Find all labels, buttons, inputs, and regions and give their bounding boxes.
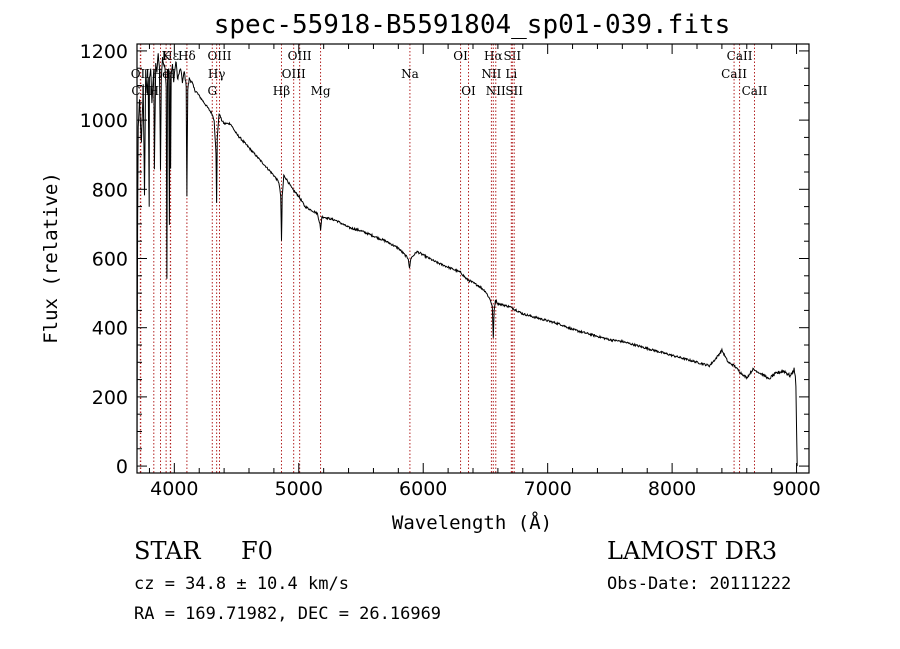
line-marker-label-9: Hγ xyxy=(208,67,226,81)
line-marker-label-23: SII xyxy=(505,84,523,98)
x-tick-label-4: 8000 xyxy=(648,478,696,500)
y-tick-label-4: 800 xyxy=(92,179,128,201)
line-marker-label-18: Hα xyxy=(484,49,503,63)
y-tick-label-6: 1200 xyxy=(80,41,128,63)
line-marker-label-22: NII xyxy=(486,84,506,98)
survey-name: LAMOST DR3 xyxy=(607,537,777,565)
line-marker-label-16: OI xyxy=(453,49,468,63)
line-marker-label-2: Hδ xyxy=(178,49,196,63)
line-marker-label-24: CaII xyxy=(727,49,753,63)
x-tick-label-1: 5000 xyxy=(275,478,323,500)
line-marker-label-19: SII xyxy=(503,49,521,63)
y-tick-label-1: 200 xyxy=(92,387,128,409)
line-marker-label-11: OIII xyxy=(288,49,312,63)
axis-ticks: 4000 5000 6000 7000 8000 9000 0 200 400 600 800 100… xyxy=(80,41,821,500)
line-marker-label-8: OIII xyxy=(207,49,231,63)
line-marker-label-13: Hβ xyxy=(273,84,290,98)
line-marker-label-21: Li xyxy=(505,67,517,81)
y-tick-label-2: 400 xyxy=(92,318,128,340)
line-marker-label-25: CaII xyxy=(721,67,747,81)
coordinates-readout: RA = 169.71982, DEC = 26.16969 xyxy=(134,604,441,624)
spectrum-line-0 xyxy=(136,53,798,467)
x-axis-label: Wavelength (Å) xyxy=(392,511,552,534)
object-class: STAR xyxy=(134,537,201,565)
chart-title: spec-55918-B5591804_sp01-039.fits xyxy=(214,10,731,40)
x-tick-label-0: 4000 xyxy=(150,478,198,500)
line-marker-label-17: OI xyxy=(461,84,476,98)
line-marker-label-20: NII xyxy=(481,67,501,81)
plot-frame xyxy=(136,43,810,474)
redshift-readout: cz = 34.8 ± 10.4 km/s xyxy=(134,574,349,594)
y-axis-label: Flux (relative) xyxy=(40,172,62,344)
x-tick-label-5: 9000 xyxy=(772,478,820,500)
y-tick-label-0: 0 xyxy=(116,456,128,478)
x-tick-label-3: 7000 xyxy=(523,478,571,500)
line-marker-label-15: Na xyxy=(401,67,419,81)
series-layer xyxy=(136,53,798,467)
line-marker-label-1: K xyxy=(162,49,172,63)
line-marker-label-14: Mg xyxy=(311,84,331,98)
line-marker-label-10: G xyxy=(207,84,217,98)
x-tick-label-2: 6000 xyxy=(399,478,447,500)
line-marker-label-12: OIII xyxy=(282,67,306,81)
y-tick-label-5: 1000 xyxy=(80,110,128,132)
y-tick-label-3: 600 xyxy=(92,249,128,271)
object-subclass: F0 xyxy=(241,537,273,565)
obs-date: Obs-Date: 20111222 xyxy=(607,574,791,594)
line-marker-label-26: CaII xyxy=(742,84,768,98)
